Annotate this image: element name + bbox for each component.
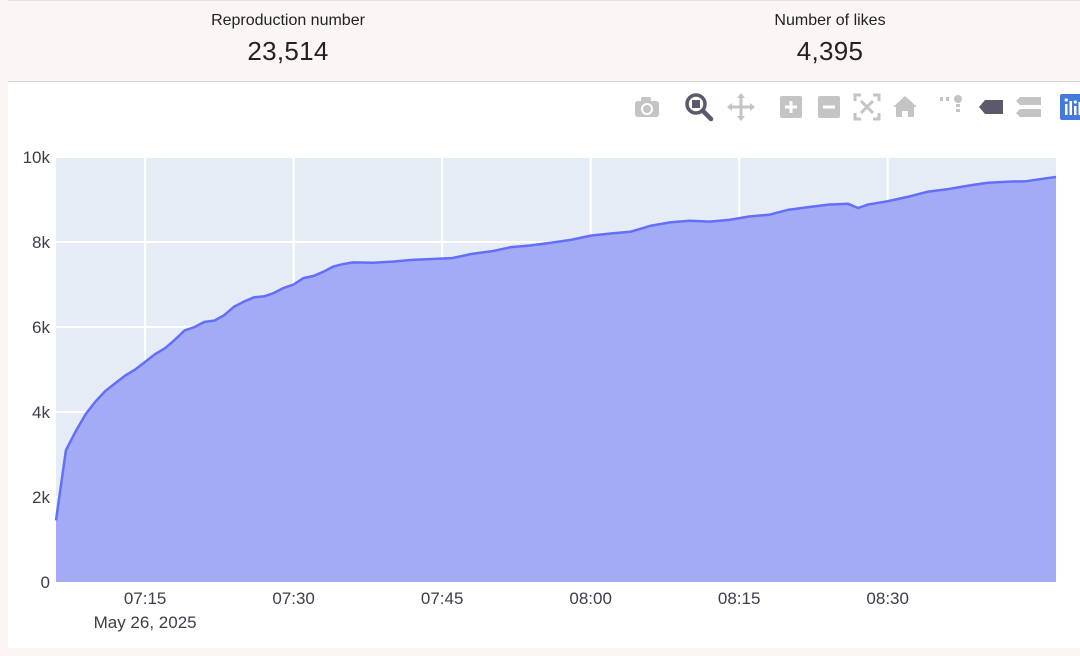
reproduction-label: Reproduction number bbox=[211, 12, 365, 29]
area-chart: 0 2k 4k 6k 8k 10k 07:15 07:30 07:45 08:00 08:15 08:… bbox=[23, 148, 1057, 632]
reset-axes-icon[interactable] bbox=[890, 92, 920, 122]
y-tick-label: 0 bbox=[41, 573, 50, 592]
y-tick-label: 8k bbox=[32, 233, 50, 252]
y-tick-label: 10k bbox=[23, 148, 51, 167]
bottom-strip bbox=[0, 648, 1080, 656]
likes-stat: Number of likes 4,395 bbox=[630, 1, 1030, 67]
series-line bbox=[54, 175, 1057, 521]
reproduction-stat: Reproduction number 23,514 bbox=[88, 1, 488, 67]
x-tick-label: 08:15 bbox=[718, 589, 761, 608]
y-tick-label: 6k bbox=[32, 318, 50, 337]
likes-label: Number of likes bbox=[774, 12, 886, 29]
hover-compare-icon[interactable] bbox=[1014, 92, 1044, 122]
zoom-icon[interactable] bbox=[684, 92, 714, 122]
x-tick-label: 07:30 bbox=[272, 589, 315, 608]
likes-value: 4,395 bbox=[796, 36, 864, 66]
pan-icon[interactable] bbox=[726, 92, 756, 122]
y-tick-label: 2k bbox=[32, 488, 50, 507]
chart-card: 0 2k 4k 6k 8k 10k 07:15 07:30 07:45 08:00 08:15 08:… bbox=[8, 82, 1080, 648]
stats-bar: Reproduction number 23,514 Number of lik… bbox=[8, 0, 1080, 82]
x-tick-label: 08:30 bbox=[866, 589, 909, 608]
x-tick-label: 07:15 bbox=[124, 589, 167, 608]
chart-toolbar bbox=[632, 92, 1080, 122]
plotly-logo-icon[interactable] bbox=[1058, 92, 1080, 122]
zoom-in-icon[interactable] bbox=[776, 92, 806, 122]
x-tick-label: 07:45 bbox=[421, 589, 464, 608]
y-tick-label: 4k bbox=[32, 403, 50, 422]
x-tick-label: 08:00 bbox=[569, 589, 612, 608]
spike-lines-icon[interactable] bbox=[936, 92, 966, 122]
x-date-label: May 26, 2025 bbox=[94, 613, 197, 632]
reproduction-value: 23,514 bbox=[247, 36, 329, 66]
hover-closest-icon[interactable] bbox=[976, 92, 1006, 122]
camera-icon[interactable] bbox=[632, 92, 662, 122]
zoom-out-icon[interactable] bbox=[814, 92, 844, 122]
autoscale-icon[interactable] bbox=[852, 92, 882, 122]
